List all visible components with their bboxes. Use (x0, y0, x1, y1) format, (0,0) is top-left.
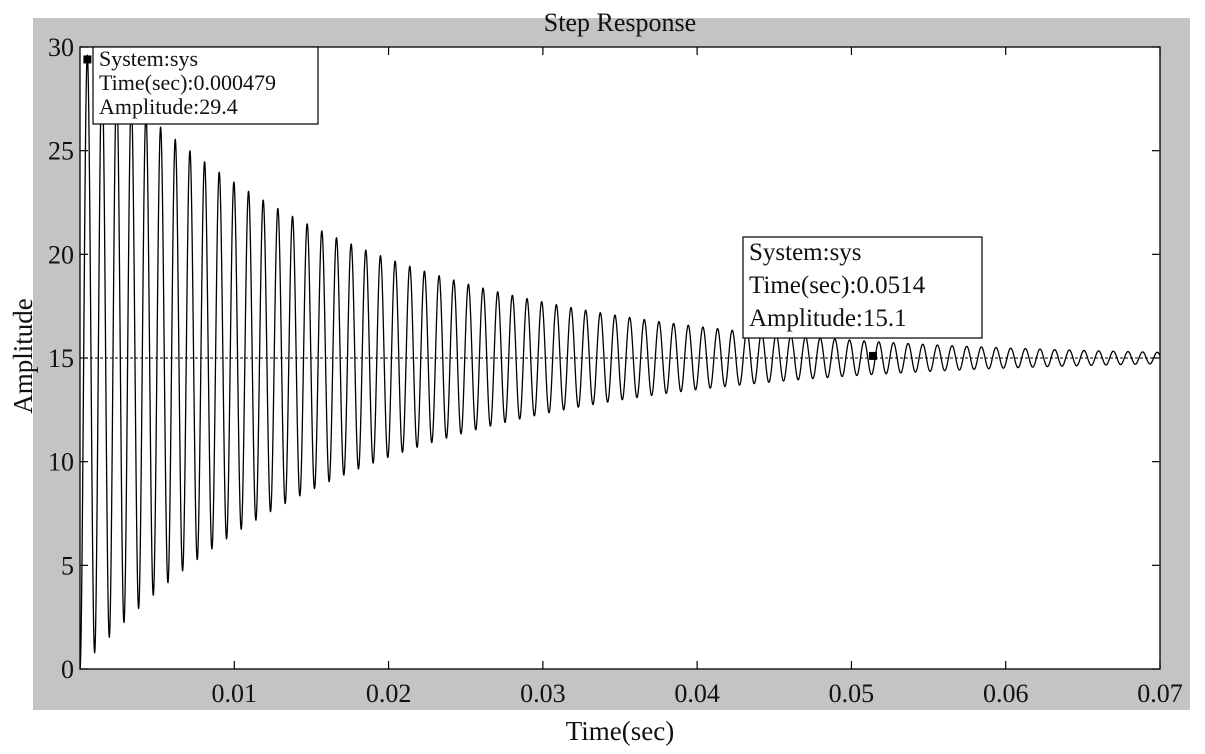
tick-labels: 0.01 0.02 0.03 0.04 0.05 0.06 0.07 0 5 10 15 20 25 30 (48, 33, 1183, 708)
step-response-line (79, 54, 1161, 670)
axis-ticks (80, 46, 1161, 670)
y-tick-label: 10 (48, 448, 74, 477)
y-tick-label: 25 (48, 137, 74, 166)
y-tick-label: 30 (48, 33, 74, 62)
y-tick-label: 5 (61, 551, 74, 580)
data-tip-box[interactable] (742, 236, 983, 339)
data-tip-line: System:sys (99, 46, 198, 71)
x-tick-label: 0.02 (366, 679, 412, 708)
data-tips: System:sysTime(sec):0.000479Amplitude:29… (83, 46, 983, 360)
x-tick-label: 0.03 (520, 679, 566, 708)
data-tip-line: Amplitude:15.1 (749, 305, 907, 332)
x-axis-title: Time(sec) (566, 716, 675, 746)
data-tip-line: Time(sec):0.0514 (749, 272, 926, 299)
data-tip-marker[interactable] (869, 351, 878, 360)
x-tick-label: 0.01 (212, 679, 258, 708)
y-tick-label: 20 (48, 240, 74, 269)
data-tip-line: Time(sec):0.000479 (99, 70, 276, 95)
data-tip-line: Amplitude:29.4 (99, 94, 238, 119)
x-tick-label: 0.07 (1137, 679, 1183, 708)
y-tick-label: 0 (61, 655, 74, 684)
y-axis-title: Amplitude (8, 298, 38, 414)
x-tick-label: 0.06 (983, 679, 1029, 708)
data-tip-line: System:sys (749, 239, 862, 266)
plot-border (79, 46, 1161, 670)
y-tick-label: 15 (48, 344, 74, 373)
series-group (79, 54, 1161, 670)
chart-title: Step Response (544, 8, 696, 37)
x-tick-label: 0.04 (674, 679, 720, 708)
data-tip-box[interactable] (92, 46, 319, 125)
data-tip-marker[interactable] (83, 55, 92, 64)
x-tick-label: 0.05 (829, 679, 875, 708)
